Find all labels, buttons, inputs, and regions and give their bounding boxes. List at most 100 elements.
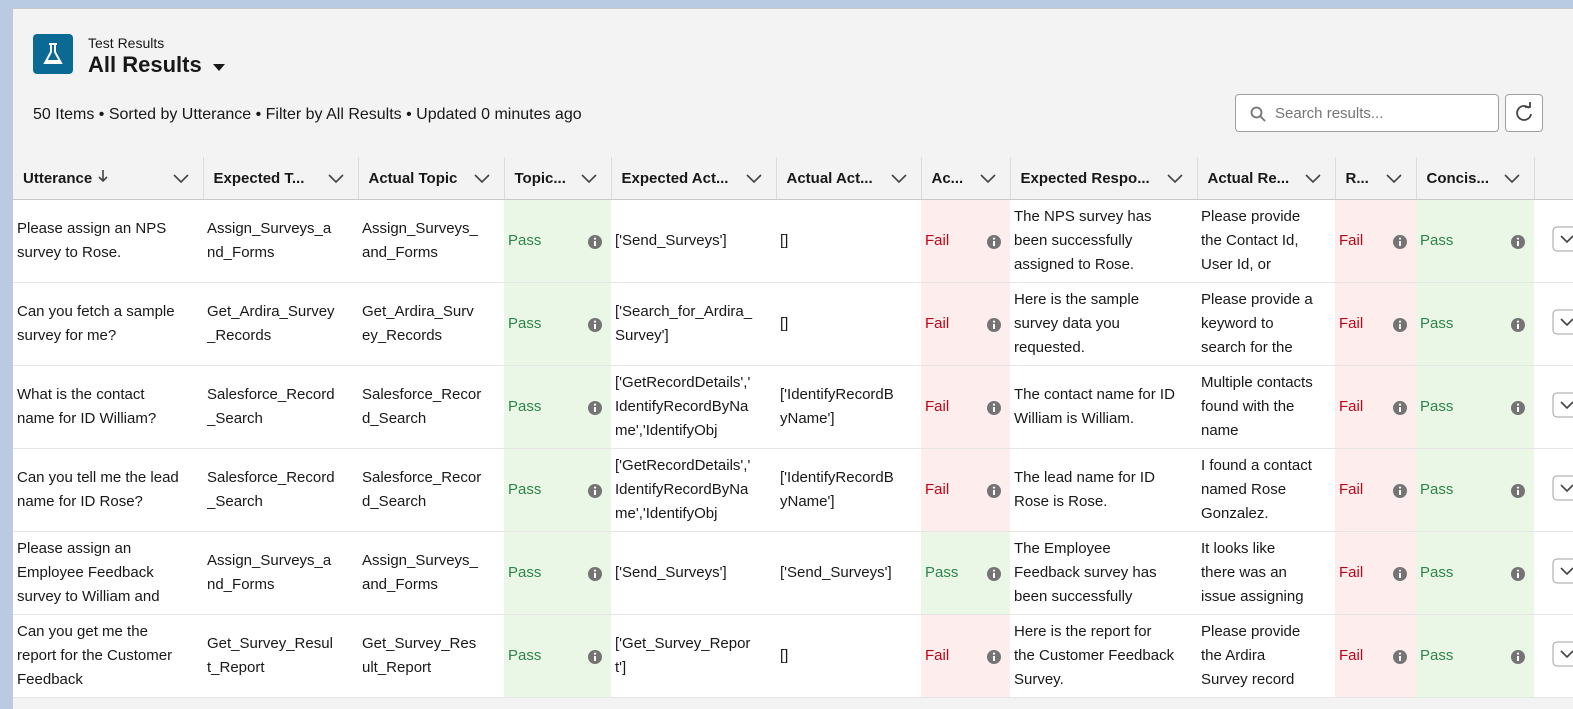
table-cell: Assign_Surveys_and_Forms <box>203 199 358 283</box>
row-actions[interactable] <box>1534 365 1573 449</box>
table-cell: The Employee Feedback survey has been su… <box>1010 531 1197 615</box>
row-actions[interactable] <box>1534 282 1573 366</box>
cell-text: ['Get_Survey_Report'] <box>615 635 751 676</box>
column-menu[interactable] <box>890 172 907 184</box>
table-cell: Please provide the Ardira Survey record <box>1197 614 1335 698</box>
table-cell: Pass <box>1416 531 1534 615</box>
table-row: Can you fetch a sample survey for me? Get… <box>13 282 1573 366</box>
column-header-label[interactable]: Expected Respo... <box>1020 169 1150 187</box>
table-cell: Pass <box>504 531 611 615</box>
status-text: Pass <box>508 315 542 332</box>
table-cell: It looks like there was an issue assigni… <box>1197 531 1335 615</box>
column-header[interactable]: Expected Act... <box>611 157 777 200</box>
column-menu[interactable] <box>327 172 344 184</box>
info-icon <box>1393 318 1407 332</box>
column-menu[interactable] <box>1304 172 1321 184</box>
table-cell: Pass <box>921 531 1010 615</box>
column-header[interactable]: Concis... <box>1416 157 1535 200</box>
table-cell: Pass <box>1416 448 1534 532</box>
list-switcher[interactable] <box>212 62 226 72</box>
table-row: Please assign an Employee Feedback surve… <box>13 531 1573 615</box>
info-icon <box>588 484 602 498</box>
column-header[interactable]: Expected T... <box>203 157 359 200</box>
status-text: Pass <box>508 564 542 581</box>
column-header-label[interactable]: Actual Act... <box>786 169 873 187</box>
table-cell: Salesforce_Record_Search <box>358 365 504 449</box>
column-menu[interactable] <box>172 172 189 184</box>
table-cell: ['GetRecordDetails','IdentifyRecordByNam… <box>611 448 776 532</box>
row-menu[interactable] <box>1552 392 1573 418</box>
cell-text: Can you tell me the lead name for ID Ros… <box>17 469 179 510</box>
table-cell: Pass <box>504 365 611 449</box>
table-cell: Fail <box>921 448 1010 532</box>
row-actions[interactable] <box>1534 199 1573 283</box>
table-cell: ['GetRecordDetails','IdentifyRecordByNam… <box>611 365 776 449</box>
column-header[interactable]: Ac... <box>921 157 1011 200</box>
column-header-label[interactable]: R... <box>1345 169 1369 187</box>
row-menu[interactable] <box>1552 641 1573 667</box>
status-text: Pass <box>1420 647 1454 664</box>
column-menu[interactable] <box>1166 172 1183 184</box>
row-actions[interactable] <box>1534 448 1573 532</box>
search-box[interactable]: Search results... <box>1235 94 1499 132</box>
table-cell: Get_Ardira_Survey_Records <box>203 282 358 366</box>
table-cell: Fail <box>921 199 1010 283</box>
column-header-label[interactable]: Utterance <box>23 170 93 187</box>
status-text: Pass <box>1420 398 1454 415</box>
table-cell: Please assign an Employee Feedback surve… <box>13 531 203 615</box>
column-menu[interactable] <box>979 172 996 184</box>
list-title-text[interactable]: All Results <box>88 52 202 77</box>
table-cell: Fail <box>1335 365 1416 449</box>
table-cell: Multiple contacts found with the name <box>1197 365 1335 449</box>
cell-text: [] <box>780 315 789 332</box>
cell-text: The NPS survey has been successfully ass… <box>1014 208 1152 273</box>
column-header[interactable]: Topic... <box>504 157 612 200</box>
cell-text: Please provide the Contact Id, User Id, … <box>1201 208 1301 273</box>
row-menu[interactable] <box>1552 475 1573 501</box>
cell-text: Multiple contacts found with the name <box>1201 374 1313 439</box>
column-header[interactable]: Utterance <box>13 157 204 200</box>
table-cell: Pass <box>504 282 611 366</box>
column-header-label[interactable]: Expected Act... <box>621 169 729 187</box>
status-text: Pass <box>1420 232 1454 249</box>
column-header[interactable]: R... <box>1335 157 1417 200</box>
column-header-label[interactable]: Topic... <box>514 169 566 187</box>
info-icon <box>1511 235 1525 249</box>
column-header-label[interactable]: Concis... <box>1426 169 1490 187</box>
row-menu[interactable] <box>1552 226 1573 252</box>
column-header[interactable]: Actual Act... <box>776 157 922 200</box>
row-actions[interactable] <box>1534 531 1573 615</box>
table-cell: Fail <box>921 614 1010 698</box>
refresh-button[interactable] <box>1505 94 1543 132</box>
cell-text: It looks like there was an issue assigni… <box>1201 540 1304 605</box>
column-header-label[interactable]: Ac... <box>931 169 964 187</box>
table-cell: Pass <box>1416 199 1534 283</box>
column-menu[interactable] <box>745 172 762 184</box>
status-text: Pass <box>508 398 542 415</box>
column-header-label[interactable]: Expected T... <box>213 169 305 187</box>
column-menu[interactable] <box>1385 172 1402 184</box>
column-header[interactable]: Expected Respo... <box>1010 157 1198 200</box>
info-icon <box>1511 401 1525 415</box>
table-cell: What is the contact name for ID William? <box>13 365 203 449</box>
column-header[interactable]: Actual Topic <box>358 157 505 200</box>
search-placeholder: Search results... <box>1275 105 1384 122</box>
column-header-label[interactable]: Actual Re... <box>1207 169 1290 187</box>
row-menu[interactable] <box>1552 558 1573 584</box>
column-header-label[interactable]: Actual Topic <box>368 169 458 187</box>
cell-text: Can you fetch a sample survey for me? <box>17 303 175 344</box>
cell-text: ['IdentifyRecordByName'] <box>780 386 894 427</box>
list-title[interactable]: All Results <box>88 52 226 78</box>
info-icon <box>588 567 602 581</box>
row-actions[interactable] <box>1534 614 1573 698</box>
table-cell: ['Send_Surveys'] <box>611 531 776 615</box>
row-menu[interactable] <box>1552 309 1573 335</box>
column-header[interactable]: Actual Re... <box>1197 157 1336 200</box>
cell-text: Salesforce_Record_Search <box>207 386 335 427</box>
column-menu[interactable] <box>1503 172 1520 184</box>
table-cell: Fail <box>1335 199 1416 283</box>
column-menu[interactable] <box>580 172 597 184</box>
cell-text: I found a contact named Rose Gonzalez. <box>1201 457 1312 522</box>
list-summary: 50 Items • Sorted by Utterance • Filter … <box>33 106 582 123</box>
column-menu[interactable] <box>473 172 490 184</box>
